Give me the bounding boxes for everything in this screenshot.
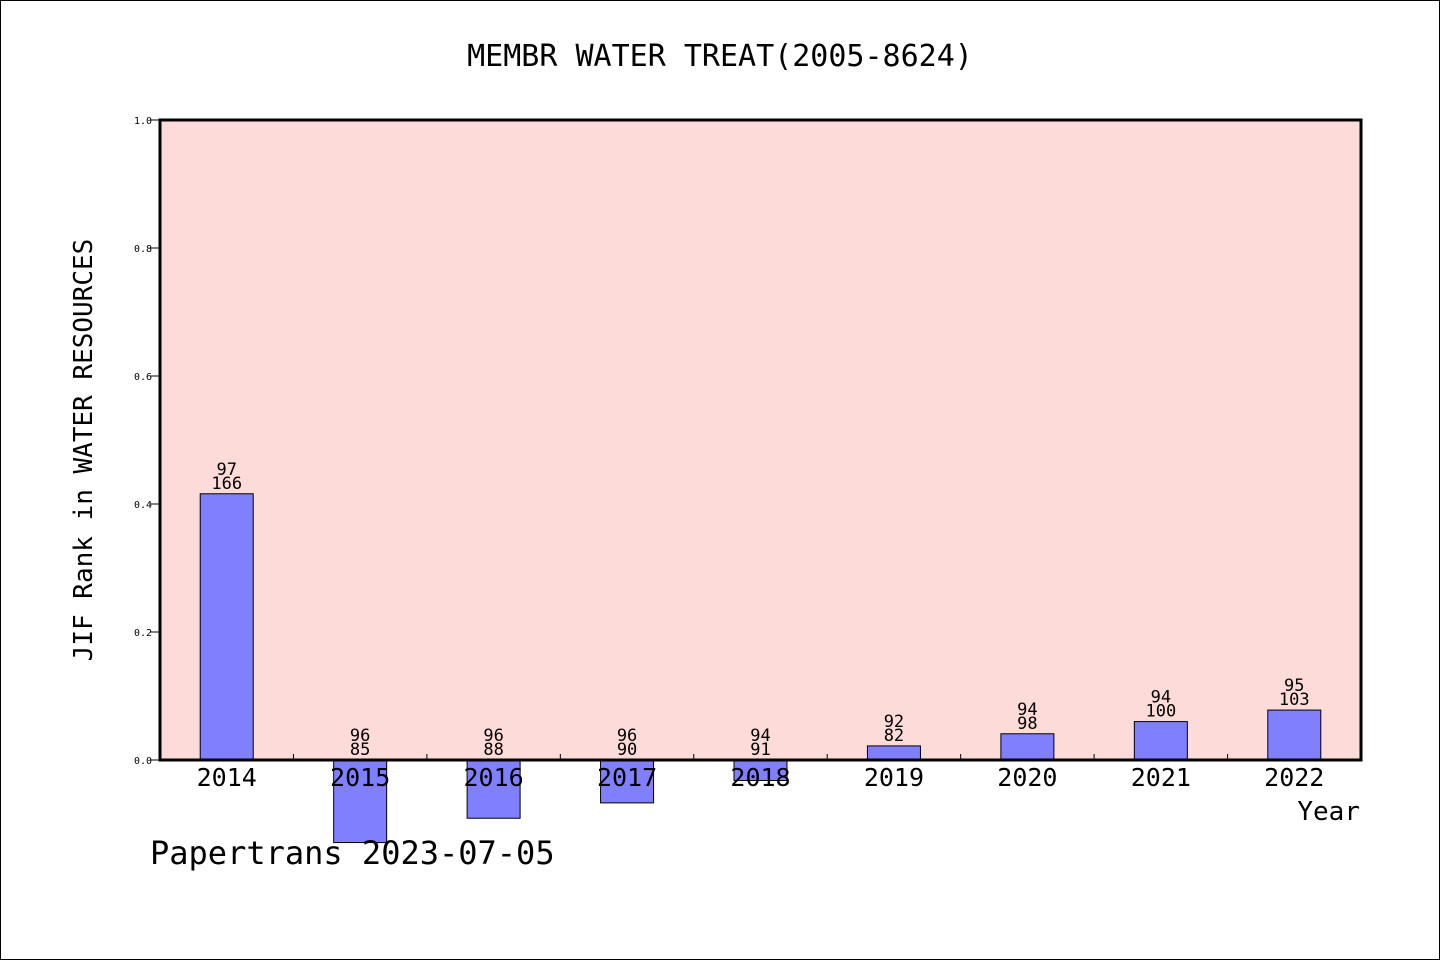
y-tick-label: 0.8 [134,244,152,255]
bar-label-top: 96 [483,726,503,746]
bar-2015 [333,759,388,844]
bar-label-bottom: 82 [884,726,904,746]
x-tick-label: 2020 [997,763,1057,792]
bar-label-bottom: 103 [1279,690,1310,710]
y-axis-label: JIF Rank in WATER RESOURCES [69,239,99,662]
bar-2020 [1000,733,1055,761]
chart-title: MEMBR WATER TREAT(2005-8624) [467,39,973,74]
x-tick-labels: 2014 2015 2016 2017 2018 2019 2020 2021 2022 [197,763,1325,792]
x-tick-label: 2017 [597,763,657,792]
x-tick-label: 2018 [730,763,790,792]
x-tick-label: 2015 [330,763,390,792]
bar-label-bottom: 98 [1017,714,1037,734]
y-tick-label: 0.0 [134,756,152,767]
bar-2022 [1267,709,1322,761]
x-tick-label: 2022 [1264,763,1324,792]
bar-2017 [600,759,655,804]
bar-label-bottom: 88 [483,740,503,760]
bar-label-top: 96 [617,726,637,746]
bar-label-top: 94 [1017,700,1037,720]
y-axis-ticks: 0.0 0.2 0.4 0.6 0.8 1.0 [134,116,160,767]
bar-2019 [866,745,921,761]
y-tick-label: 0.4 [134,500,152,511]
bar-label-top: 92 [884,712,904,732]
y-tick-label: 0.2 [134,628,152,639]
x-tick-label: 2019 [864,763,924,792]
x-axis-label: Year [1297,797,1360,827]
bar-2016 [466,759,521,819]
bar-label-bottom: 91 [750,740,770,760]
bar-2021 [1133,721,1188,761]
bar-label-bottom: 90 [617,740,637,760]
x-tick-label: 2014 [197,763,257,792]
watermark-text: Papertrans 2023-07-05 [150,834,555,872]
bar-label-top: 97 [216,460,236,480]
bar-label-top: 95 [1284,676,1304,696]
bar-label-top: 96 [350,726,370,746]
x-tick-label: 2021 [1131,763,1191,792]
x-tick-label: 2016 [464,763,524,792]
bar-label-bottom: 166 [211,474,242,494]
plot-border [158,118,1363,762]
y-tick-label: 1.0 [134,116,152,127]
bar-label-top: 94 [750,726,770,746]
bar-2014 [199,493,254,761]
bar-label-top: 94 [1151,688,1171,708]
y-tick-label: 0.6 [134,372,152,383]
bar-series [199,493,1322,844]
bar-label-bottom: 100 [1145,702,1176,722]
bar-label-bottom: 85 [350,740,370,760]
plot-area [160,120,1361,760]
